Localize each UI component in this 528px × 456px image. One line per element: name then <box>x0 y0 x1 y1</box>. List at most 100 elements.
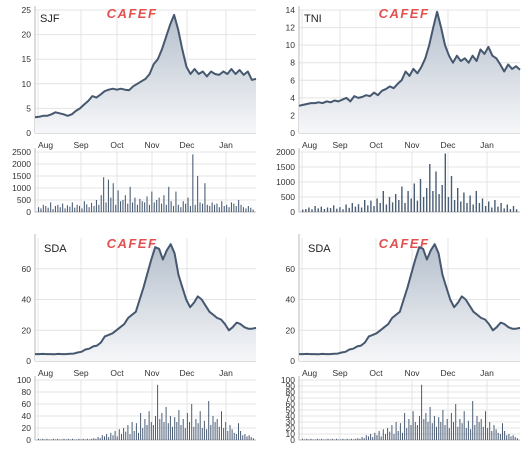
volume-bar <box>393 434 395 440</box>
volume-bar <box>422 197 425 212</box>
volume-bar <box>227 431 229 440</box>
volume-bar <box>223 206 225 212</box>
volume-bar <box>438 194 440 212</box>
volume-bar <box>203 420 205 440</box>
volume-bar <box>487 428 489 440</box>
volume-bar <box>206 204 208 212</box>
volume-bar <box>185 203 187 212</box>
price-y-tick-label: 0 <box>26 128 31 138</box>
volume-bar <box>38 438 39 440</box>
volume-y-tick-label: 30 <box>286 417 296 427</box>
price-y-tick-label: 0 <box>290 128 295 138</box>
volume-bar <box>436 426 437 440</box>
volume-bar <box>144 202 146 212</box>
volume-bar <box>118 429 120 440</box>
volume-bar <box>101 435 103 440</box>
volume-bar <box>491 431 493 440</box>
price-y-tick-label: 40 <box>286 295 296 305</box>
volume-bar <box>348 439 350 440</box>
volume-bar <box>455 404 457 440</box>
x-tick-label: Oct <box>110 140 124 150</box>
volume-bar <box>208 401 210 440</box>
volume-bar <box>480 419 482 440</box>
volume-bar <box>69 206 71 212</box>
volume-bar <box>488 201 490 212</box>
volume-bar <box>177 204 179 212</box>
volume-bar <box>86 438 88 440</box>
volume-bar <box>350 438 352 440</box>
volume-bar <box>387 428 389 440</box>
volume-bar <box>110 197 112 212</box>
volume-bar <box>52 209 54 212</box>
volume-bar <box>144 419 146 440</box>
volume-bar <box>120 201 122 212</box>
volume-bar <box>153 202 155 212</box>
volume-bar <box>47 207 49 212</box>
volume-bar <box>107 179 109 212</box>
volume-bar <box>453 200 456 212</box>
volume-y-tick-label: 0 <box>26 207 31 217</box>
volume-bar <box>497 206 499 212</box>
volume-bar <box>481 198 484 212</box>
volume-bar <box>202 203 204 212</box>
volume-bar <box>244 434 246 440</box>
volume-bar <box>93 438 95 440</box>
volume-bar <box>93 206 95 212</box>
volume-bar <box>504 431 506 440</box>
volume-bar <box>91 438 93 440</box>
volume-bar <box>367 205 369 212</box>
volume-bar <box>431 423 433 440</box>
price-y-tick-label: 60 <box>286 264 296 274</box>
price-y-tick-label: 60 <box>22 264 32 274</box>
volume-bar <box>163 422 165 440</box>
volume-bar <box>339 207 341 212</box>
volume-bar <box>516 438 518 440</box>
volume-bar <box>382 429 384 440</box>
volume-bar <box>225 422 227 440</box>
x-tick-label: Oct <box>369 140 383 150</box>
volume-bar <box>138 432 139 440</box>
volume-bar <box>333 205 335 212</box>
volume-bar <box>399 423 401 440</box>
volume-bar <box>238 200 240 212</box>
volume-bar <box>157 384 159 440</box>
volume-bar <box>374 432 376 440</box>
volume-bar <box>169 416 171 440</box>
volume-bar <box>402 432 403 440</box>
volume-bar <box>133 431 135 440</box>
volume-bar <box>82 438 84 440</box>
volume-bar <box>370 434 372 440</box>
volume-bar <box>489 422 491 440</box>
price-y-tick-label: 5 <box>26 103 31 113</box>
volume-bar <box>55 439 56 440</box>
volume-bar <box>242 435 244 440</box>
volume-bar <box>353 439 355 440</box>
volume-bar <box>142 428 144 440</box>
price-y-tick-label: 0 <box>290 356 295 366</box>
volume-y-tick-label: 100 <box>281 375 295 385</box>
volume-bar <box>197 176 199 212</box>
volume-bar <box>71 202 73 212</box>
chart-panel-sda-left: 0 20 40 60 CAFEF SDA Aug Sep Oct Nov Dec Jan 0 20 40 60… <box>0 228 264 456</box>
watermark-logo: CAFEF <box>107 6 158 21</box>
volume-bar <box>214 204 216 212</box>
volume-bar <box>500 203 502 212</box>
volume-bar <box>176 422 178 440</box>
volume-bar <box>245 208 247 212</box>
volume-bar <box>308 207 310 212</box>
volume-bar <box>99 438 101 440</box>
volume-bar <box>89 439 91 440</box>
volume-bar <box>204 183 206 212</box>
volume-bar <box>103 177 105 212</box>
volume-y-tick-label: 10 <box>286 429 296 439</box>
volume-bar <box>42 204 44 212</box>
volume-bar <box>512 206 515 212</box>
price-y-tick-label: 20 <box>22 30 32 40</box>
volume-bar <box>80 439 82 440</box>
volume-bar <box>174 417 176 440</box>
volume-bar <box>370 200 372 212</box>
volume-bar <box>304 439 306 440</box>
volume-bar <box>178 410 180 440</box>
volume-bar <box>64 208 66 212</box>
volume-bar <box>395 422 397 440</box>
